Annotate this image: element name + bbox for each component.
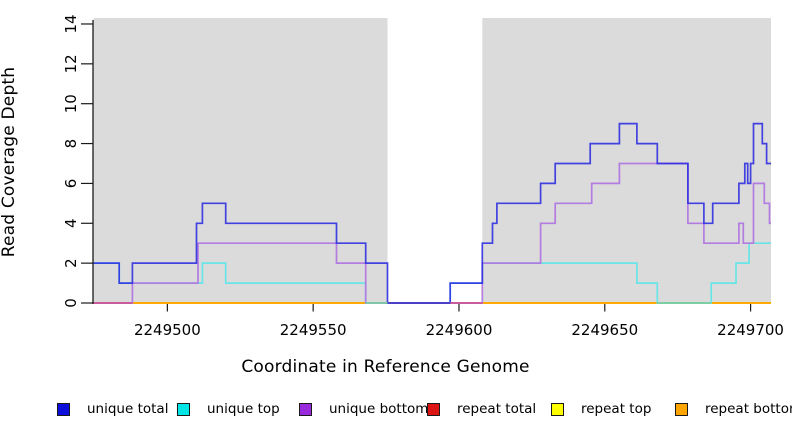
y-tick-label: 6 bbox=[62, 179, 80, 189]
y-tick-label: 14 bbox=[62, 14, 80, 33]
legend-item-repeat-top: repeat top bbox=[551, 400, 651, 418]
legend-swatch-unique-top bbox=[177, 402, 190, 416]
legend-swatch-unique-bottom bbox=[299, 402, 312, 416]
x-tick-label: 2249700 bbox=[717, 321, 784, 339]
y-tick-label: 12 bbox=[62, 54, 80, 73]
legend-item-unique-top: unique top bbox=[177, 400, 280, 418]
y-tick-label: 8 bbox=[62, 139, 80, 149]
x-tick-label: 2249550 bbox=[280, 321, 347, 339]
legend-swatch-repeat-top bbox=[551, 402, 564, 416]
series-line-unique-bottom bbox=[93, 162, 771, 304]
x-axis-title: Coordinate in Reference Genome bbox=[241, 357, 530, 377]
x-tick-label: 2249650 bbox=[571, 321, 638, 339]
legend-item-unique-bottom: unique bottom bbox=[299, 400, 428, 418]
x-tick-label: 2249600 bbox=[426, 321, 493, 339]
x-tick-label: 2249500 bbox=[134, 321, 201, 339]
highlight-band bbox=[387, 18, 483, 304]
legend: unique total unique top unique bottom repea… bbox=[0, 400, 792, 420]
legend-label: repeat top bbox=[581, 401, 652, 417]
legend-item-repeat-total: repeat total bbox=[427, 400, 536, 418]
legend-swatch-repeat-bottom bbox=[675, 402, 688, 416]
legend-label: repeat bottom bbox=[705, 401, 792, 417]
series-line-unique-total bbox=[93, 122, 771, 304]
legend-label: repeat total bbox=[457, 401, 537, 417]
legend-label: unique total bbox=[87, 401, 169, 417]
y-tick-label: 4 bbox=[62, 219, 80, 229]
legend-swatch-unique-total bbox=[57, 402, 70, 416]
y-tick-label: 10 bbox=[62, 94, 80, 113]
legend-item-repeat-bottom: repeat bottom bbox=[675, 400, 792, 418]
y-tick-label: 0 bbox=[62, 298, 80, 308]
legend-swatch-repeat-total bbox=[427, 402, 440, 416]
y-tick-label: 2 bbox=[62, 258, 80, 268]
legend-label: unique top bbox=[207, 401, 280, 417]
y-axis-title: Read Coverage Depth bbox=[0, 66, 19, 258]
legend-label: unique bottom bbox=[329, 401, 429, 417]
legend-item-unique-total: unique total bbox=[57, 400, 168, 418]
